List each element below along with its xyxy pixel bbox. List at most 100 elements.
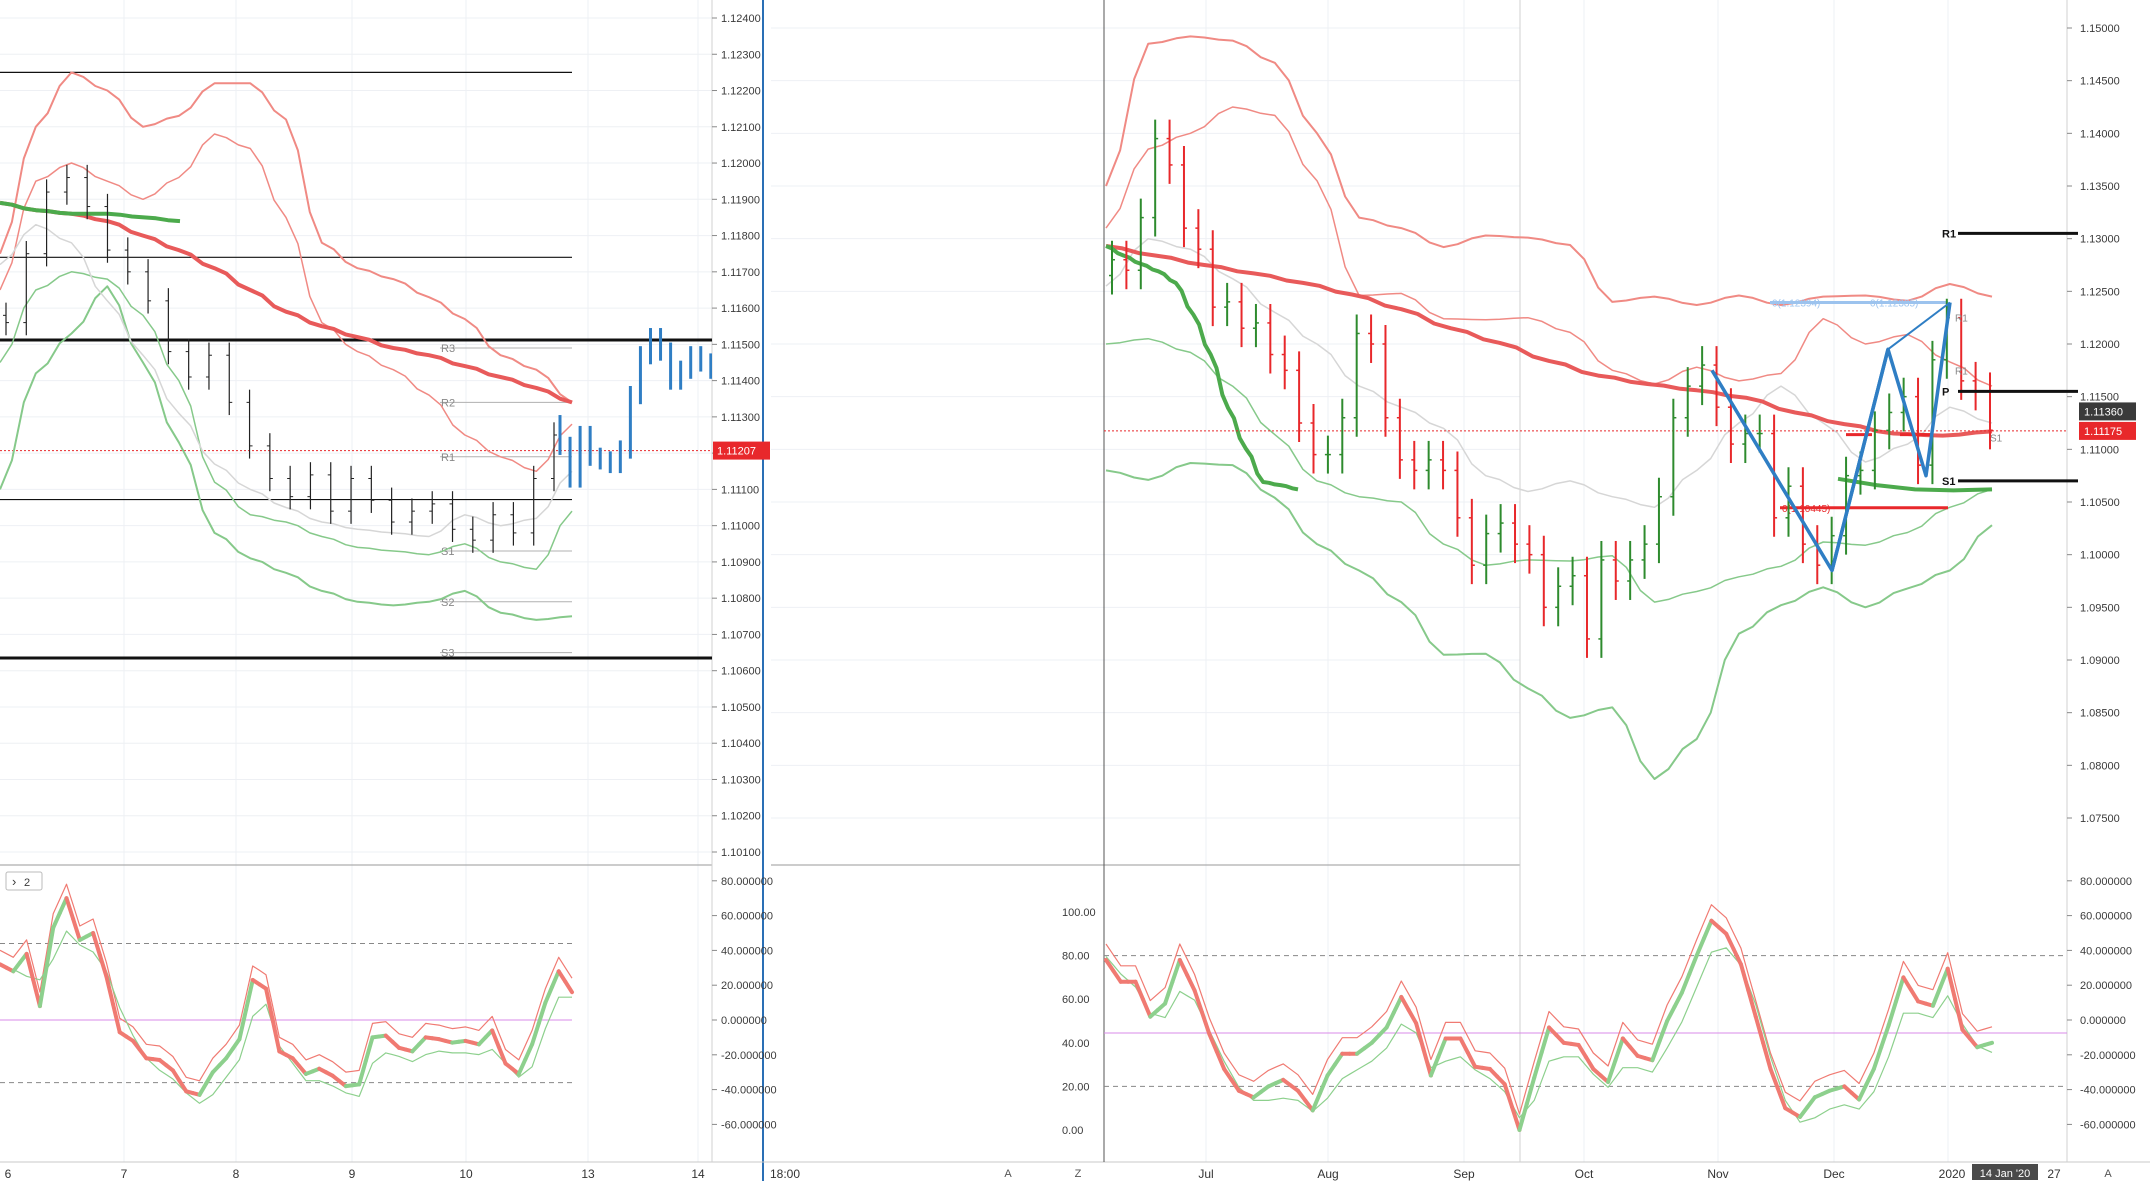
left-price-tick-label: 1.10600: [721, 666, 761, 678]
right-osc-thick-segment: [1510, 1105, 1522, 1132]
right-osc-thick-segment: [1310, 1090, 1323, 1113]
right-osc-thick-segment: [1724, 931, 1736, 952]
right-time-label: Aug: [1317, 1167, 1338, 1181]
right-pivot-label: S1: [1942, 476, 1955, 488]
left-price-tick-label: 1.12200: [721, 86, 761, 98]
left-price-badge-text: 1.11207: [717, 446, 756, 458]
right-price-badge-red-text: 1.11175: [2084, 426, 2122, 438]
left-band-upper-inner: [0, 133, 573, 473]
left-price-tick-label: 1.11300: [721, 412, 760, 424]
right-corner-button[interactable]: A: [2104, 1168, 2112, 1180]
left-osc-thick-segment: [204, 1070, 215, 1086]
right-price-tick-label: 1.15000: [2080, 23, 2120, 35]
left-osc-thick-segment: [563, 979, 574, 995]
right-fib-red-label: 0(1.10445): [1782, 504, 1830, 515]
right-osc-thick-segment: [1421, 1047, 1433, 1078]
left-price-tick-label: 1.12300: [721, 49, 761, 61]
right-osc-thick-segment: [1214, 1049, 1227, 1071]
right-osc-thick-segment: [1583, 1054, 1596, 1071]
left-price-tick-label: 1.10100: [721, 847, 761, 859]
right-osc-thick-segment: [1229, 1077, 1241, 1093]
left-osc-thick-segment: [523, 1042, 535, 1062]
left-corner-button-bg[interactable]: [998, 1164, 1018, 1180]
right-osc-right-tick-label: 20.000000: [2080, 980, 2132, 992]
left-osc-thick-segment: [91, 931, 102, 957]
right-osc-thick-segment: [1768, 1066, 1780, 1091]
right-ma-green: [1105, 244, 1299, 492]
left-osc-thick-segment: [363, 1035, 375, 1063]
left-price-tick-label: 1.12400: [721, 13, 761, 25]
left-osc-thick-segment: [44, 925, 56, 969]
right-osc-thick-segment: [1894, 975, 1906, 1004]
right-osc-thick-segment: [1399, 995, 1411, 1013]
right-osc-left-tick-label: 100.00: [1062, 907, 1096, 919]
left-pivot-label: R1: [441, 452, 455, 464]
right-pivot-label: R1: [1942, 228, 1956, 240]
right-osc-thick-segment: [1805, 1095, 1817, 1110]
right-osc-thick-segment: [1650, 1038, 1662, 1063]
right-price-tick-label: 1.08500: [2080, 708, 2120, 720]
right-price-tick-label: 1.13500: [2080, 181, 2120, 193]
right-price-badge-dark: [2079, 402, 2136, 421]
right-price-tick-label: 1.14000: [2080, 128, 2120, 140]
left-pivot-label: S1: [441, 546, 454, 558]
left-price-badge: [713, 441, 770, 460]
right-small-label: R1: [1955, 366, 1968, 377]
right-price-tick-label: 1.14500: [2080, 76, 2120, 88]
right-osc-thick-segment: [1384, 1010, 1396, 1030]
left-osc-thick-segment: [516, 1057, 528, 1076]
left-price-tick-label: 1.11400: [721, 376, 760, 388]
left-osc-thick-segment: [357, 1058, 368, 1087]
right-osc-thick-segment: [1539, 1025, 1551, 1055]
right-osc-thick-segment: [1192, 988, 1204, 1015]
left-band-upper-outer: [0, 71, 573, 404]
right-osc-thick-segment: [1657, 1019, 1670, 1043]
right-osc-thick-segment: [1163, 979, 1175, 1006]
left-time-label: 13: [581, 1167, 595, 1181]
right-osc-right-tick-label: -20.000000: [2080, 1050, 2136, 1062]
right-osc-thin-red: [1105, 904, 1993, 1115]
left-price-tick-label: 1.11000: [721, 521, 760, 533]
right-osc-thick-segment: [1679, 972, 1692, 995]
right-osc-left-tick-label: 40.00: [1062, 1038, 1090, 1050]
right-price-tick-label: 1.12500: [2080, 286, 2120, 298]
left-time-label: 8: [233, 1167, 240, 1181]
right-osc-thick-segment: [1517, 1101, 1529, 1132]
right-band-upper-inner: [1105, 106, 1993, 387]
left-osc-thick-segment: [97, 952, 109, 979]
right-small-label: R1: [1955, 314, 1968, 325]
left-price-tick-label: 1.10700: [721, 629, 761, 641]
right-osc-thick-segment: [1502, 1082, 1515, 1110]
right-corner-z[interactable]: Z: [1075, 1168, 1082, 1180]
right-osc-thick-segment: [1140, 997, 1153, 1019]
right-osc-thick-segment: [1908, 987, 1921, 1004]
right-osc-right-tick-label: 40.000000: [2080, 945, 2132, 957]
left-price-tick-label: 1.11600: [721, 303, 760, 315]
left-price-plot: R3 R2 R1 S1 S2 S3: [0, 71, 712, 660]
right-osc-thick-segment: [1901, 975, 1913, 992]
left-osc-thick-segment: [51, 910, 62, 930]
right-time-label: 27: [2047, 1167, 2061, 1181]
left-osc-tag[interactable]: [5, 871, 43, 891]
left-osc-tick-label: 60.000000: [721, 911, 773, 923]
left-corner-button[interactable]: A: [1004, 1168, 1012, 1180]
right-harmonic-diag: [1887, 301, 1951, 351]
left-band-lower-inner: [0, 271, 573, 570]
right-osc-thick-segment: [1414, 1021, 1426, 1052]
left-pivot-label: R3: [441, 343, 455, 355]
right-osc-right-tick-label: 0.000000: [2080, 1015, 2126, 1027]
right-price-tick-label: 1.09000: [2080, 655, 2120, 667]
right-time-label: Jul: [1198, 1167, 1213, 1181]
left-osc-thick-segment: [264, 986, 275, 1022]
right-price-badge-dark-text: 1.11360: [2084, 406, 2123, 418]
left-osc-thick-segment: [543, 984, 555, 1005]
left-osc-tick-label: -20.000000: [721, 1050, 777, 1062]
left-time-label: 10: [459, 1167, 473, 1181]
left-time-label: 14: [691, 1167, 705, 1181]
right-osc-thick-segment: [1672, 990, 1684, 1009]
right-pivot-label: P: [1942, 386, 1949, 398]
right-osc-right-tick-label: -60.000000: [2080, 1119, 2136, 1131]
left-ma-green: [0, 200, 181, 224]
left-osc-thick-segment: [111, 1002, 122, 1035]
